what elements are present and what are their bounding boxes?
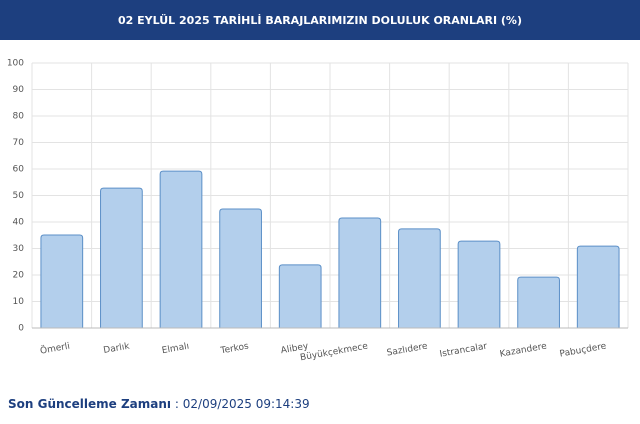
y-tick-label: 0 (18, 324, 24, 334)
y-tick-label: 40 (13, 218, 25, 228)
bar (219, 208, 262, 329)
update-label: Son Güncelleme Zamanı (8, 397, 172, 411)
x-tick-label: Terkos (219, 342, 250, 357)
y-tick-label: 10 (13, 297, 25, 307)
bar (517, 276, 560, 329)
x-tick-label: Elmalı (161, 342, 190, 357)
y-tick-label: 80 (13, 112, 25, 122)
y-tick-label: 30 (13, 244, 25, 254)
footer: Son Güncelleme Zamanı : 02/09/2025 09:14… (8, 397, 310, 411)
x-tick-label: Istrancalar (439, 342, 488, 360)
bar (40, 234, 84, 329)
y-tick-label: 60 (13, 165, 25, 175)
update-time: 02/09/2025 09:14:39 (182, 397, 310, 411)
x-tick-label: Pabuçdere (559, 341, 608, 359)
y-tick-label: 50 (13, 191, 25, 201)
y-tick-label: 20 (13, 271, 25, 281)
bar (100, 187, 143, 329)
x-tick-label: Alibey (280, 341, 310, 356)
x-tick-label: Sazlıdere (386, 341, 429, 358)
x-tick-label: Ömerli (39, 341, 71, 357)
y-tick-label: 100 (7, 59, 24, 69)
y-tick-label: 70 (13, 138, 25, 148)
bar (398, 228, 441, 329)
bar (278, 264, 322, 329)
bar (576, 245, 620, 329)
x-tick-label: Büyükçekmece (299, 341, 369, 363)
bar (457, 240, 501, 329)
header-title: 02 EYLÜL 2025 TARİHLİ BARAJLARIMIZIN DOL… (0, 0, 640, 40)
chart: 0 10 20 30 40 50 60 70 80 90 100 Ömerli Darlık Elmalı… (7, 59, 629, 363)
bar (338, 217, 382, 329)
x-tick-label: Kazandere (499, 341, 548, 359)
x-tick-label: Darlık (103, 341, 131, 356)
y-tick-label: 90 (13, 85, 25, 95)
bar (159, 170, 203, 329)
update-separator: : (174, 397, 179, 411)
